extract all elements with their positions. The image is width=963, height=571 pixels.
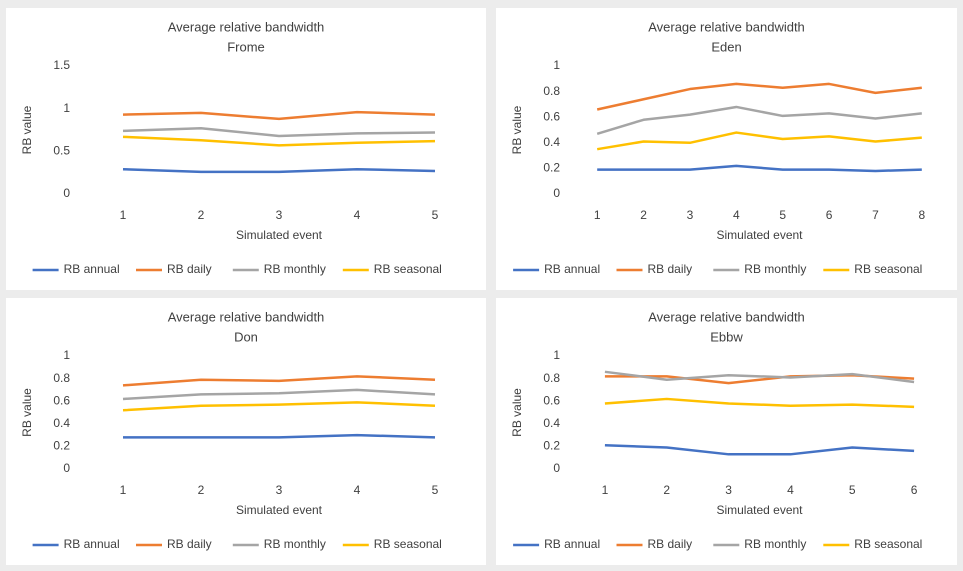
legend-label: RB seasonal bbox=[374, 537, 442, 551]
series-line bbox=[122, 375, 436, 387]
y-tick-label: 0 bbox=[553, 461, 560, 475]
series-line bbox=[596, 105, 922, 136]
x-tick-label: 4 bbox=[354, 483, 361, 497]
legend-label: RB monthly bbox=[264, 262, 326, 276]
legend-label: RB monthly bbox=[744, 537, 806, 551]
y-tick-label: 0.4 bbox=[543, 135, 560, 149]
y-tick-label: 0 bbox=[63, 186, 70, 200]
x-tick-label: 3 bbox=[687, 208, 694, 222]
series-line bbox=[604, 397, 915, 409]
legend-label: RB monthly bbox=[744, 262, 806, 276]
y-tick-label: 1 bbox=[63, 348, 70, 362]
x-tick-label: 1 bbox=[594, 208, 601, 222]
series-line bbox=[122, 388, 436, 401]
y-tick-label: 1 bbox=[63, 101, 70, 115]
chart-title: Average relative bandwidth bbox=[168, 19, 325, 34]
series-line bbox=[122, 135, 436, 147]
x-axis-label: Simulated event bbox=[716, 228, 803, 242]
y-tick-label: 0.4 bbox=[543, 416, 560, 430]
y-axis-label: RB value bbox=[510, 105, 524, 154]
y-axis-label: RB value bbox=[20, 388, 34, 437]
legend-label: RB annual bbox=[64, 537, 120, 551]
x-tick-label: 1 bbox=[120, 208, 127, 222]
y-tick-label: 0.2 bbox=[543, 439, 560, 453]
y-tick-label: 0.8 bbox=[53, 371, 70, 385]
y-tick-label: 0.8 bbox=[543, 84, 560, 98]
x-tick-label: 7 bbox=[872, 208, 879, 222]
chart-panel: Average relative bandwidth Ebbw 0 0.2 0.4 0.6… bbox=[496, 298, 957, 565]
legend-label: RB annual bbox=[544, 262, 600, 276]
y-axis-label: RB value bbox=[510, 388, 524, 437]
x-tick-label: 5 bbox=[432, 483, 439, 497]
series-line bbox=[596, 82, 922, 111]
y-tick-label: 0.2 bbox=[53, 439, 70, 453]
y-tick-label: 0.2 bbox=[543, 161, 560, 175]
x-tick-label: 2 bbox=[640, 208, 647, 222]
y-tick-label: 0.6 bbox=[53, 393, 70, 407]
x-tick-label: 5 bbox=[432, 208, 439, 222]
y-tick-label: 0 bbox=[63, 461, 70, 475]
x-tick-label: 6 bbox=[826, 208, 833, 222]
legend-label: RB seasonal bbox=[854, 537, 922, 551]
chart-panel: Average relative bandwidth Don 0 0.2 0.4 0.6 0… bbox=[6, 298, 486, 565]
series-line bbox=[596, 131, 922, 151]
chart-subtitle: Eden bbox=[711, 39, 741, 54]
legend-label: RB seasonal bbox=[854, 262, 922, 276]
y-tick-label: 1.5 bbox=[53, 58, 70, 72]
x-axis-label: Simulated event bbox=[236, 503, 323, 517]
x-tick-label: 3 bbox=[725, 483, 732, 497]
legend-label: RB daily bbox=[648, 262, 693, 276]
chart-title: Average relative bandwidth bbox=[648, 309, 805, 324]
chart-panel: Average relative bandwidth Frome 0 0.5 1 1.5 1… bbox=[6, 8, 486, 290]
x-tick-label: 4 bbox=[787, 483, 794, 497]
series-line bbox=[604, 444, 915, 456]
series-line bbox=[122, 401, 436, 412]
x-tick-label: 2 bbox=[663, 483, 670, 497]
x-tick-label: 6 bbox=[911, 483, 918, 497]
y-tick-label: 1 bbox=[553, 348, 560, 362]
legend-label: RB seasonal bbox=[374, 262, 442, 276]
x-tick-label: 2 bbox=[198, 208, 205, 222]
x-tick-label: 5 bbox=[849, 483, 856, 497]
x-tick-label: 4 bbox=[354, 208, 361, 222]
chart-subtitle: Frome bbox=[227, 39, 265, 54]
legend-label: RB daily bbox=[167, 262, 212, 276]
y-axis-label: RB value bbox=[20, 105, 34, 154]
y-tick-label: 0.6 bbox=[543, 393, 560, 407]
series-line bbox=[604, 370, 915, 384]
chart-subtitle: Ebbw bbox=[710, 329, 743, 344]
y-tick-label: 0.5 bbox=[53, 144, 70, 158]
y-tick-label: 0.6 bbox=[543, 109, 560, 123]
legend-label: RB daily bbox=[167, 537, 212, 551]
legend-label: RB annual bbox=[544, 537, 600, 551]
y-tick-label: 1 bbox=[553, 58, 560, 72]
x-tick-label: 3 bbox=[276, 208, 283, 222]
x-tick-label: 3 bbox=[276, 483, 283, 497]
y-tick-label: 0 bbox=[553, 186, 560, 200]
series-line bbox=[597, 164, 922, 173]
series-line bbox=[122, 110, 436, 121]
x-axis-label: Simulated event bbox=[716, 503, 803, 517]
chart-title: Average relative bandwidth bbox=[648, 19, 805, 34]
series-line bbox=[122, 168, 436, 174]
legend-label: RB daily bbox=[648, 537, 693, 551]
x-tick-label: 1 bbox=[602, 483, 609, 497]
x-tick-label: 4 bbox=[733, 208, 740, 222]
x-axis-label: Simulated event bbox=[236, 228, 323, 242]
y-tick-label: 0.4 bbox=[53, 416, 70, 430]
chart-subtitle: Don bbox=[234, 329, 258, 344]
legend-label: RB annual bbox=[64, 262, 120, 276]
x-tick-label: 5 bbox=[779, 208, 786, 222]
legend-label: RB monthly bbox=[264, 537, 326, 551]
chart-title: Average relative bandwidth bbox=[168, 309, 325, 324]
x-tick-label: 1 bbox=[120, 483, 127, 497]
series-line bbox=[123, 433, 436, 439]
series-line bbox=[122, 127, 436, 138]
x-tick-label: 2 bbox=[198, 483, 205, 497]
chart-panel: Average relative bandwidth Eden 0 0.2 0.4 0.6… bbox=[496, 8, 957, 290]
x-tick-label: 8 bbox=[918, 208, 925, 222]
y-tick-label: 0.8 bbox=[543, 371, 560, 385]
